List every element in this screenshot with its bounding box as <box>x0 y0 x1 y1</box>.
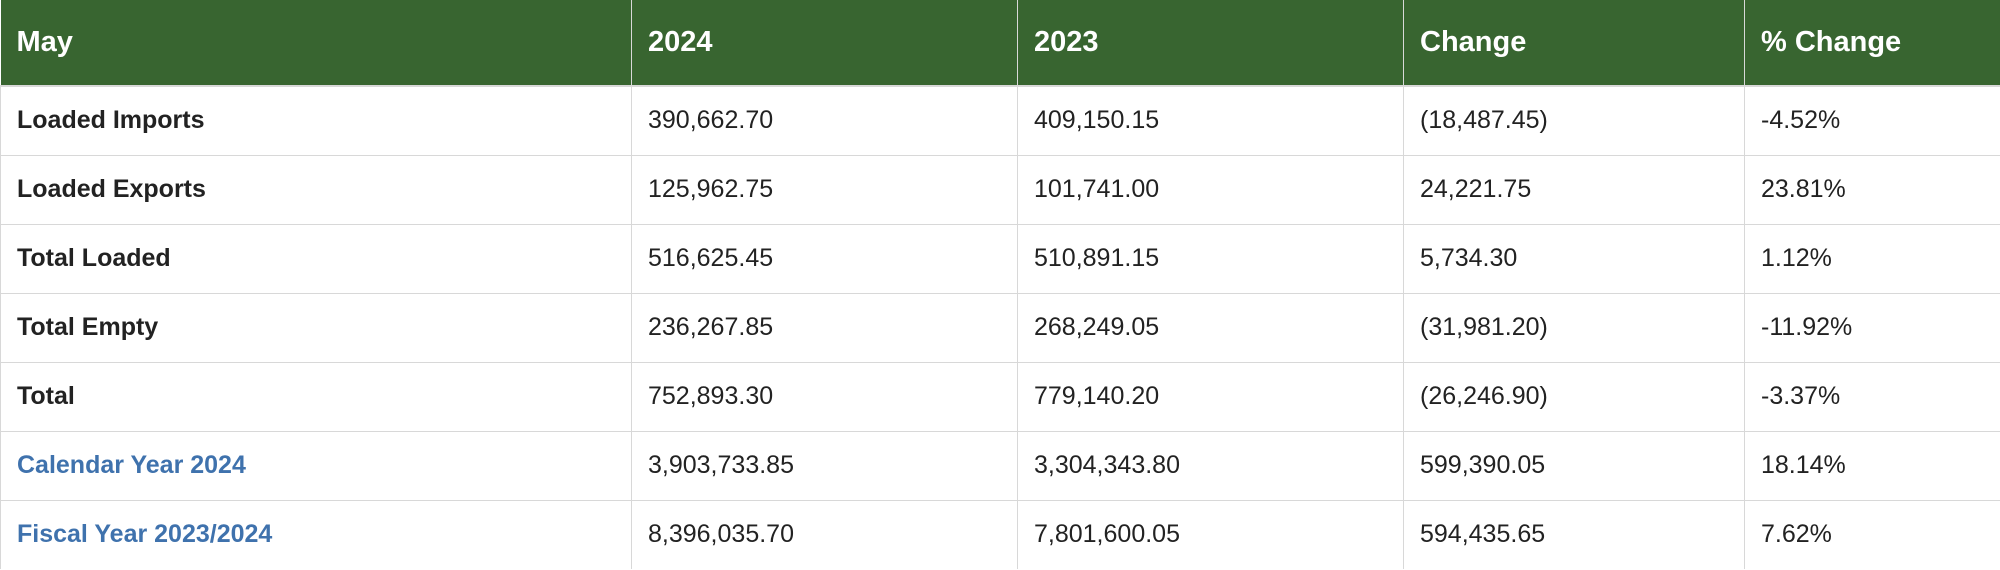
cell-pct-change: -3.37% <box>1744 362 2000 432</box>
row-label: Total Empty <box>0 293 632 363</box>
table-body: Loaded Imports 390,662.70 409,150.15 (18… <box>0 86 2000 569</box>
table-row: Fiscal Year 2023/2024 8,396,035.70 7,801… <box>0 500 2000 569</box>
table-row: Total Loaded 516,625.45 510,891.15 5,734… <box>0 224 2000 294</box>
cell-change: (31,981.20) <box>1403 293 1745 363</box>
column-header-2023: 2023 <box>1017 0 1404 87</box>
cell-change: (26,246.90) <box>1403 362 1745 432</box>
table-row: Calendar Year 2024 3,903,733.85 3,304,34… <box>0 431 2000 501</box>
cell-2024: 390,662.70 <box>631 86 1018 156</box>
cell-2023: 510,891.15 <box>1017 224 1404 294</box>
cell-pct-change: 18.14% <box>1744 431 2000 501</box>
cell-2023: 779,140.20 <box>1017 362 1404 432</box>
cell-pct-change: -4.52% <box>1744 86 2000 156</box>
cell-2024: 3,903,733.85 <box>631 431 1018 501</box>
cell-pct-change: 23.81% <box>1744 155 2000 225</box>
row-label: Total <box>0 362 632 432</box>
calendar-year-link[interactable]: Calendar Year 2024 <box>0 431 632 501</box>
cell-pct-change: -11.92% <box>1744 293 2000 363</box>
cell-2024: 516,625.45 <box>631 224 1018 294</box>
row-label: Loaded Imports <box>0 86 632 156</box>
cell-2023: 409,150.15 <box>1017 86 1404 156</box>
cell-2024: 236,267.85 <box>631 293 1018 363</box>
table-row: Total 752,893.30 779,140.20 (26,246.90) … <box>0 362 2000 432</box>
row-label: Loaded Exports <box>0 155 632 225</box>
cell-2023: 7,801,600.05 <box>1017 500 1404 569</box>
table-row: Loaded Exports 125,962.75 101,741.00 24,… <box>0 155 2000 225</box>
table-row: Total Empty 236,267.85 268,249.05 (31,98… <box>0 293 2000 363</box>
cell-2024: 125,962.75 <box>631 155 1018 225</box>
column-header-2024: 2024 <box>631 0 1018 87</box>
cell-change: 24,221.75 <box>1403 155 1745 225</box>
row-label: Total Loaded <box>0 224 632 294</box>
table-header: May 2024 2023 Change % Change <box>0 0 2000 87</box>
cell-change: 5,734.30 <box>1403 224 1745 294</box>
header-row: May 2024 2023 Change % Change <box>0 0 2000 87</box>
cell-2024: 752,893.30 <box>631 362 1018 432</box>
fiscal-year-link[interactable]: Fiscal Year 2023/2024 <box>0 500 632 569</box>
column-header-pct-change: % Change <box>1744 0 2000 87</box>
cell-2024: 8,396,035.70 <box>631 500 1018 569</box>
cell-change: 594,435.65 <box>1403 500 1745 569</box>
cell-pct-change: 1.12% <box>1744 224 2000 294</box>
column-header-month: May <box>0 0 632 87</box>
column-header-change: Change <box>1403 0 1745 87</box>
table-row: Loaded Imports 390,662.70 409,150.15 (18… <box>0 86 2000 156</box>
cell-2023: 268,249.05 <box>1017 293 1404 363</box>
cell-pct-change: 7.62% <box>1761 520 1832 549</box>
cell-2023: 3,304,343.80 <box>1017 431 1404 501</box>
cell-change: 599,390.05 <box>1403 431 1745 501</box>
cell-change: (18,487.45) <box>1403 86 1745 156</box>
cell-2023: 101,741.00 <box>1017 155 1404 225</box>
